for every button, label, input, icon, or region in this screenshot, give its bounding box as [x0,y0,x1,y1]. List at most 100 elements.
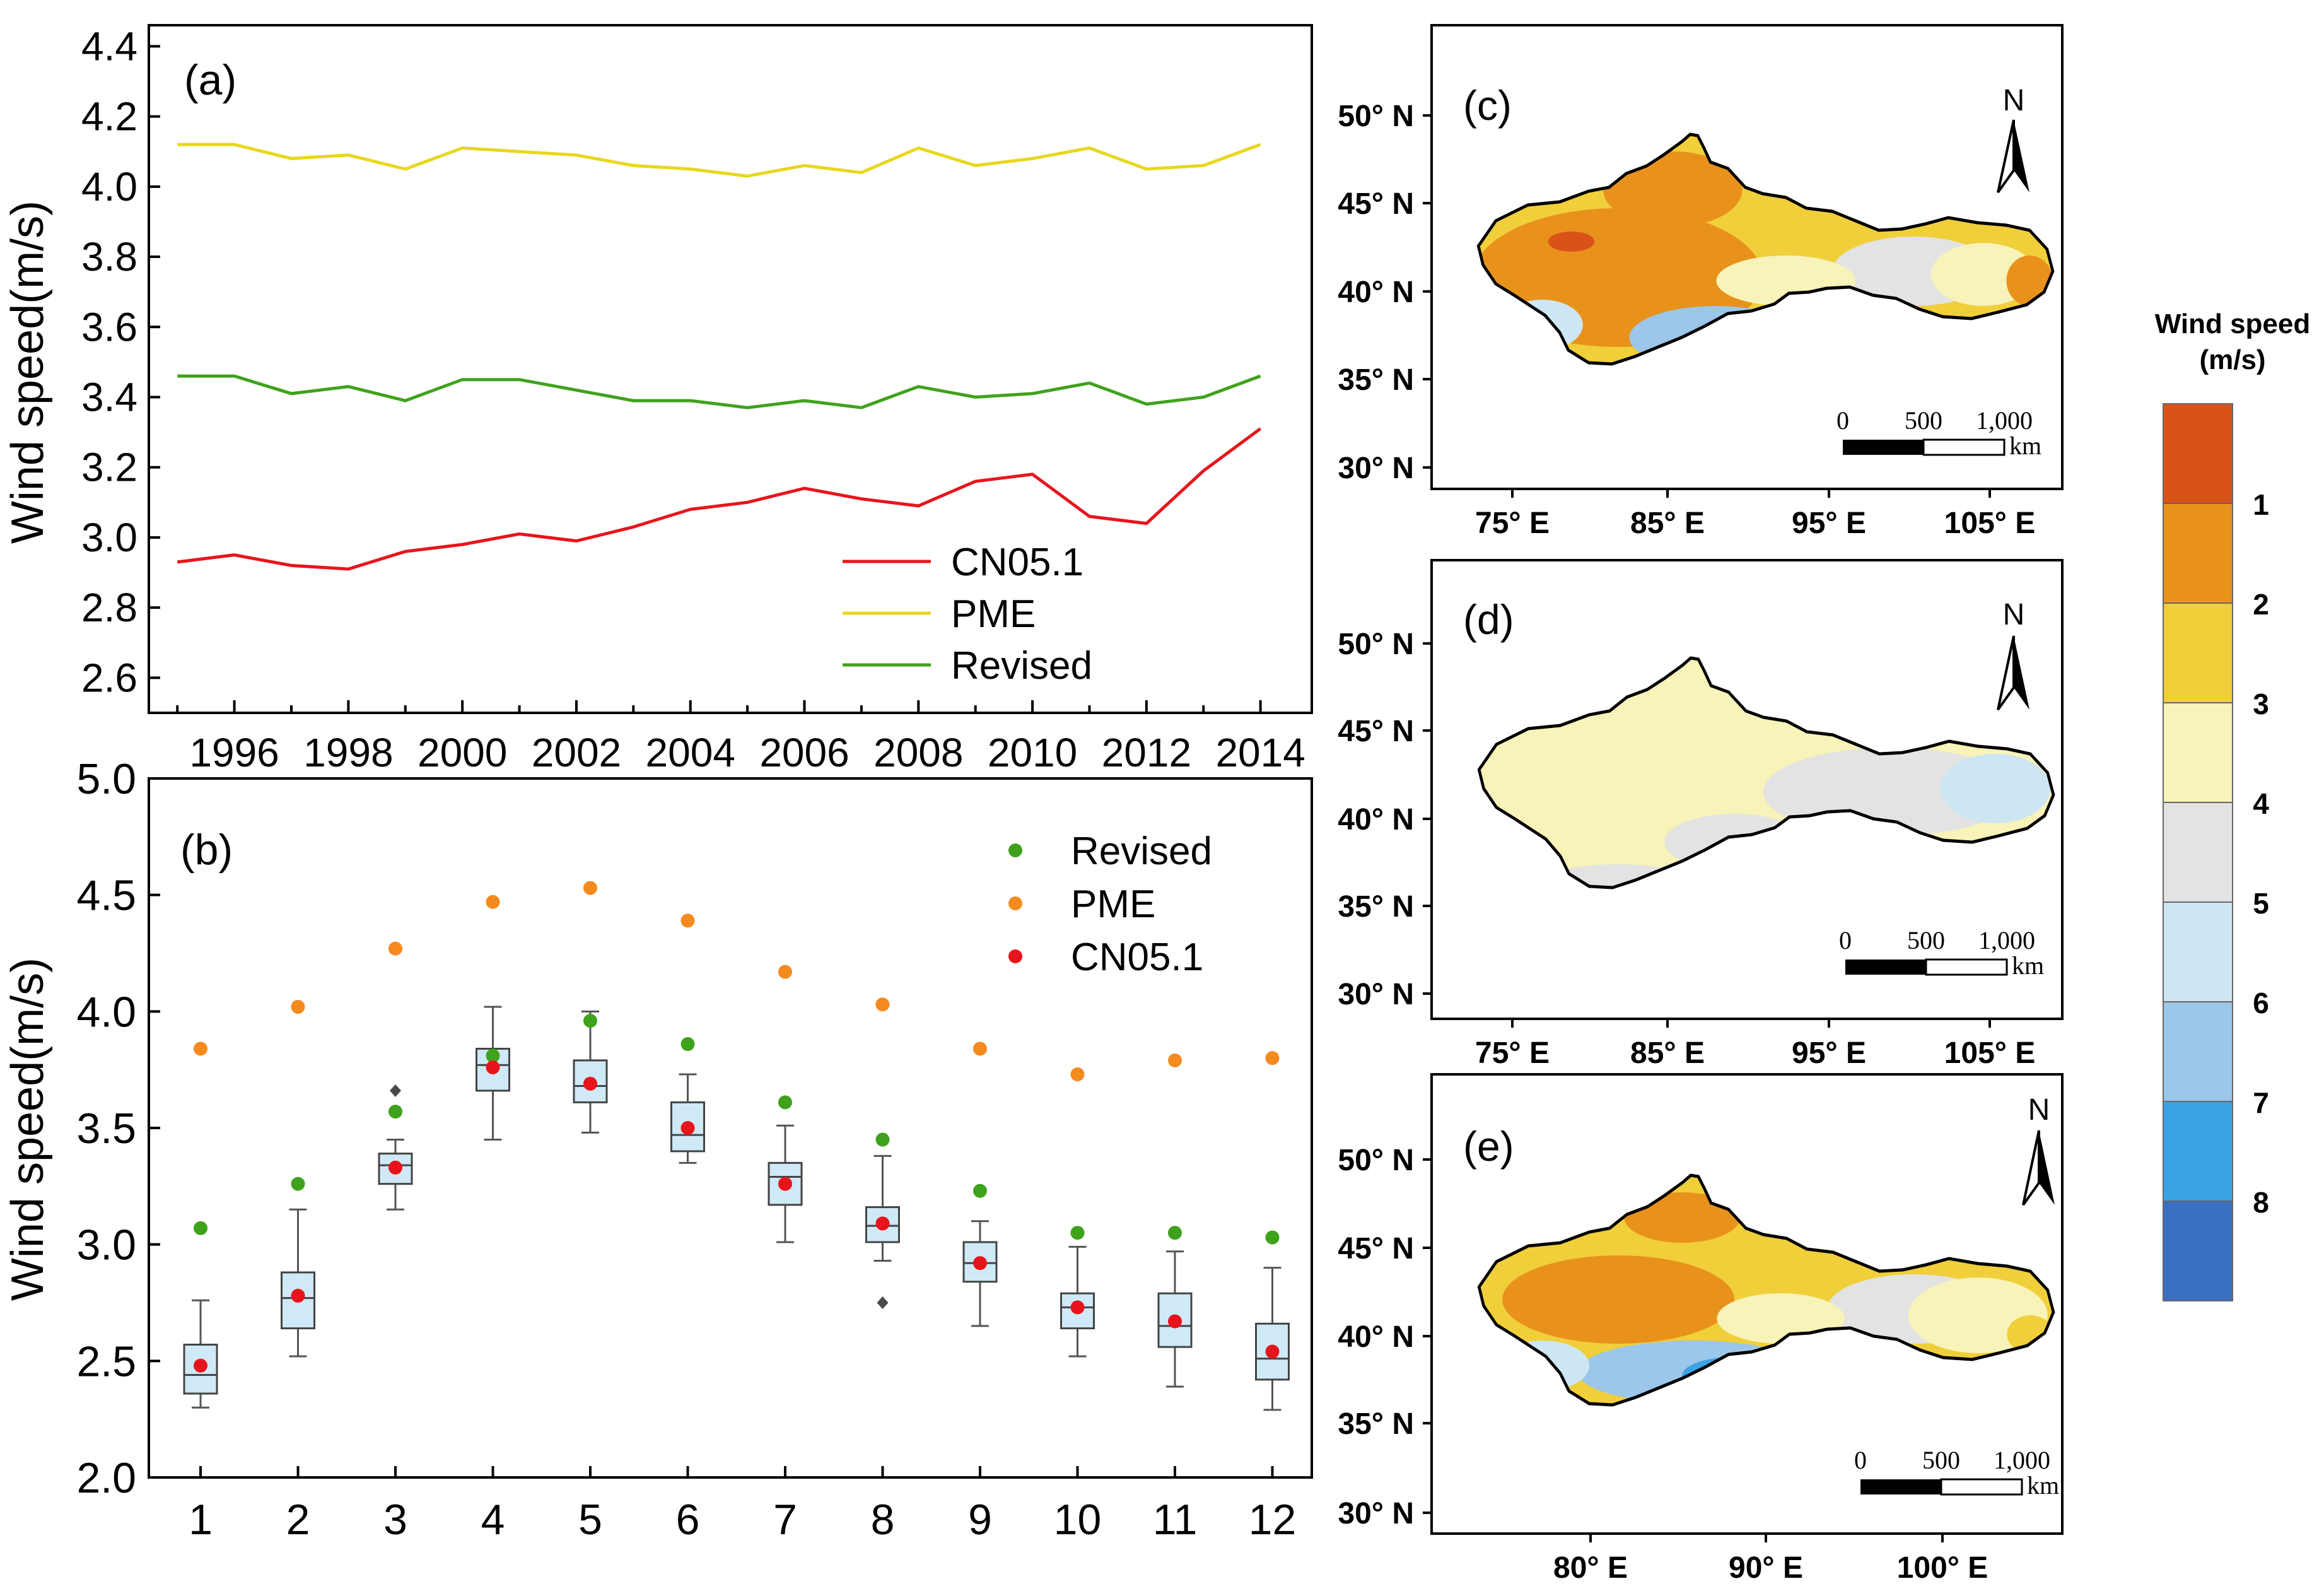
lat-label: 30° N [1338,1497,1414,1530]
colorbar-swatch [2163,1101,2233,1202]
lat-label: 50° N [1338,1144,1414,1177]
x-tick-label-b: 3 [383,1496,407,1544]
point-revised [1265,1230,1280,1245]
y-tick-label-a: 4.0 [81,164,137,209]
x-tick-label-b: 4 [481,1496,505,1544]
x-tick-label-b: 8 [871,1496,895,1544]
outlier-marker [390,1084,401,1097]
point-revised [778,1095,792,1110]
point-cn051 [778,1177,792,1191]
lat-label: 40° N [1338,1320,1414,1354]
colorbar-swatch [2163,602,2233,703]
lat-label: 40° N [1338,276,1414,309]
north-label-c: N [2003,84,2025,117]
y-tick-label-a: 3.2 [81,445,137,490]
lat-label: 35° N [1338,1407,1414,1441]
lon-label: 90° E [1729,1551,1803,1585]
lon-label: 100° E [1897,1551,1988,1585]
scale-bar-e: 0 500 1,000 km [1854,1446,2059,1500]
point-pme [1168,1053,1182,1067]
colorbar-swatch [2163,403,2233,504]
point-pme [680,913,695,928]
x-tick-label-b: 5 [578,1496,602,1544]
lat-labels-c: 50° N 45° N 40° N 35° N 30° N [1338,100,1432,485]
y-axis-title-a: Wind speed(m/s) [3,201,53,544]
scale-max-d: 1,000 [1978,926,2035,954]
x-tick-label-b: 1 [189,1496,213,1544]
colorbar-swatches [2163,403,2233,1301]
y-axis-b: 2.0 2.5 3.0 3.5 4.0 4.5 5.0 [76,755,160,1502]
panel-label-c: (c) [1463,82,1512,129]
north-label-d: N [2003,598,2025,631]
colorbar-title-line1: Wind speed [2155,308,2311,339]
map-region-c [1473,134,2053,369]
map-panel-e: (e) N [1338,1073,2064,1585]
lat-label: 45° N [1338,187,1414,221]
colorbar-label: 4 [2253,787,2269,820]
x-tick-label-b: 12 [1249,1496,1297,1544]
y-tick-label-b: 3.0 [76,1221,136,1269]
lat-labels-d: 50° N 45° N 40° N 35° N 30° N [1338,628,1432,1011]
points-b [194,881,1280,1373]
y-axis-title-b: Wind speed(m/s) [3,958,53,1301]
lat-labels-e: 50° N 45° N 40° N 35° N 30° N [1338,1144,1432,1530]
lon-label: 95° E [1792,1036,1866,1070]
x-tick-label-b: 11 [1153,1496,1198,1544]
point-cn051 [1070,1300,1085,1315]
scale-unit-d: km [2012,951,2044,980]
scale-mid-d: 500 [1907,926,1945,954]
boxplot-2 [281,1208,315,1358]
x-tick-label-b: 7 [773,1496,797,1544]
y-tick-label-a: 3.8 [81,234,137,279]
lon-label: 75° E [1475,1036,1550,1070]
box-iqr [962,1241,998,1283]
scale-max-c: 1,000 [1976,406,2033,435]
x-tick-label-b: 9 [968,1496,992,1544]
colorbar: Wind speed (m/s) 1 2 3 4 5 6 7 8 [2155,308,2311,1301]
lat-label: 35° N [1338,890,1414,924]
map-region-e [1479,1175,2053,1405]
lon-labels-e: 80° E 90° E 100° E [1553,1534,1988,1585]
y-tick-label-a: 2.8 [81,585,137,630]
point-cn051 [388,1160,402,1175]
point-cn051 [1168,1314,1182,1329]
point-pme [486,895,500,909]
scale-zero-c: 0 [1836,406,1849,435]
lat-label: 35° N [1338,363,1414,397]
lon-labels-c: 75° E 85° E 95° E 105° E [1475,489,2035,540]
colorbar-label: 6 [2253,987,2269,1019]
legend-b: Revised PME CN05.1 [1008,830,1212,979]
map-panel-c: (c) N [1338,24,2064,540]
north-label-e: N [2028,1093,2050,1127]
legend-label-pme-b: PME [1071,883,1155,926]
lon-label: 105° E [1944,1036,2036,1070]
colorbar-swatch [2163,503,2233,604]
point-revised [291,1177,305,1191]
x-tick-label-a: 2014 [1215,730,1305,775]
colorbar-swatch [2163,901,2233,1002]
north-arrow-c: N [1997,84,2029,194]
scale-bar-c: 0 500 1,000 km [1836,406,2041,460]
point-pme [1265,1051,1280,1066]
colorbar-swatch [2163,1201,2233,1301]
plot-frame-a [148,24,1313,714]
legend-label-cn051-b: CN05.1 [1071,936,1203,979]
north-arrow-d: N [1997,598,2029,711]
legend-label-cn051: CN05.1 [951,541,1083,584]
lat-label: 45° N [1338,715,1414,748]
lat-label: 45° N [1338,1232,1414,1265]
panel-label-e: (e) [1463,1123,1514,1170]
north-arrow-e: N [2022,1093,2055,1206]
y-tick-label-a: 3.6 [81,304,137,349]
y-tick-label-a: 3.0 [81,515,137,560]
y-tick-label-b: 2.0 [76,1454,136,1502]
x-axis-b: 1 2 3 4 5 6 7 8 9 10 11 12 [189,1466,1296,1544]
point-pme [778,965,792,979]
scale-mid-e: 500 [1922,1446,1960,1474]
point-pme [194,1042,207,1056]
colorbar-swatch [2163,702,2233,803]
point-revised [194,1221,207,1235]
outlier-marker [877,1296,889,1309]
lat-label: 30° N [1338,452,1414,485]
